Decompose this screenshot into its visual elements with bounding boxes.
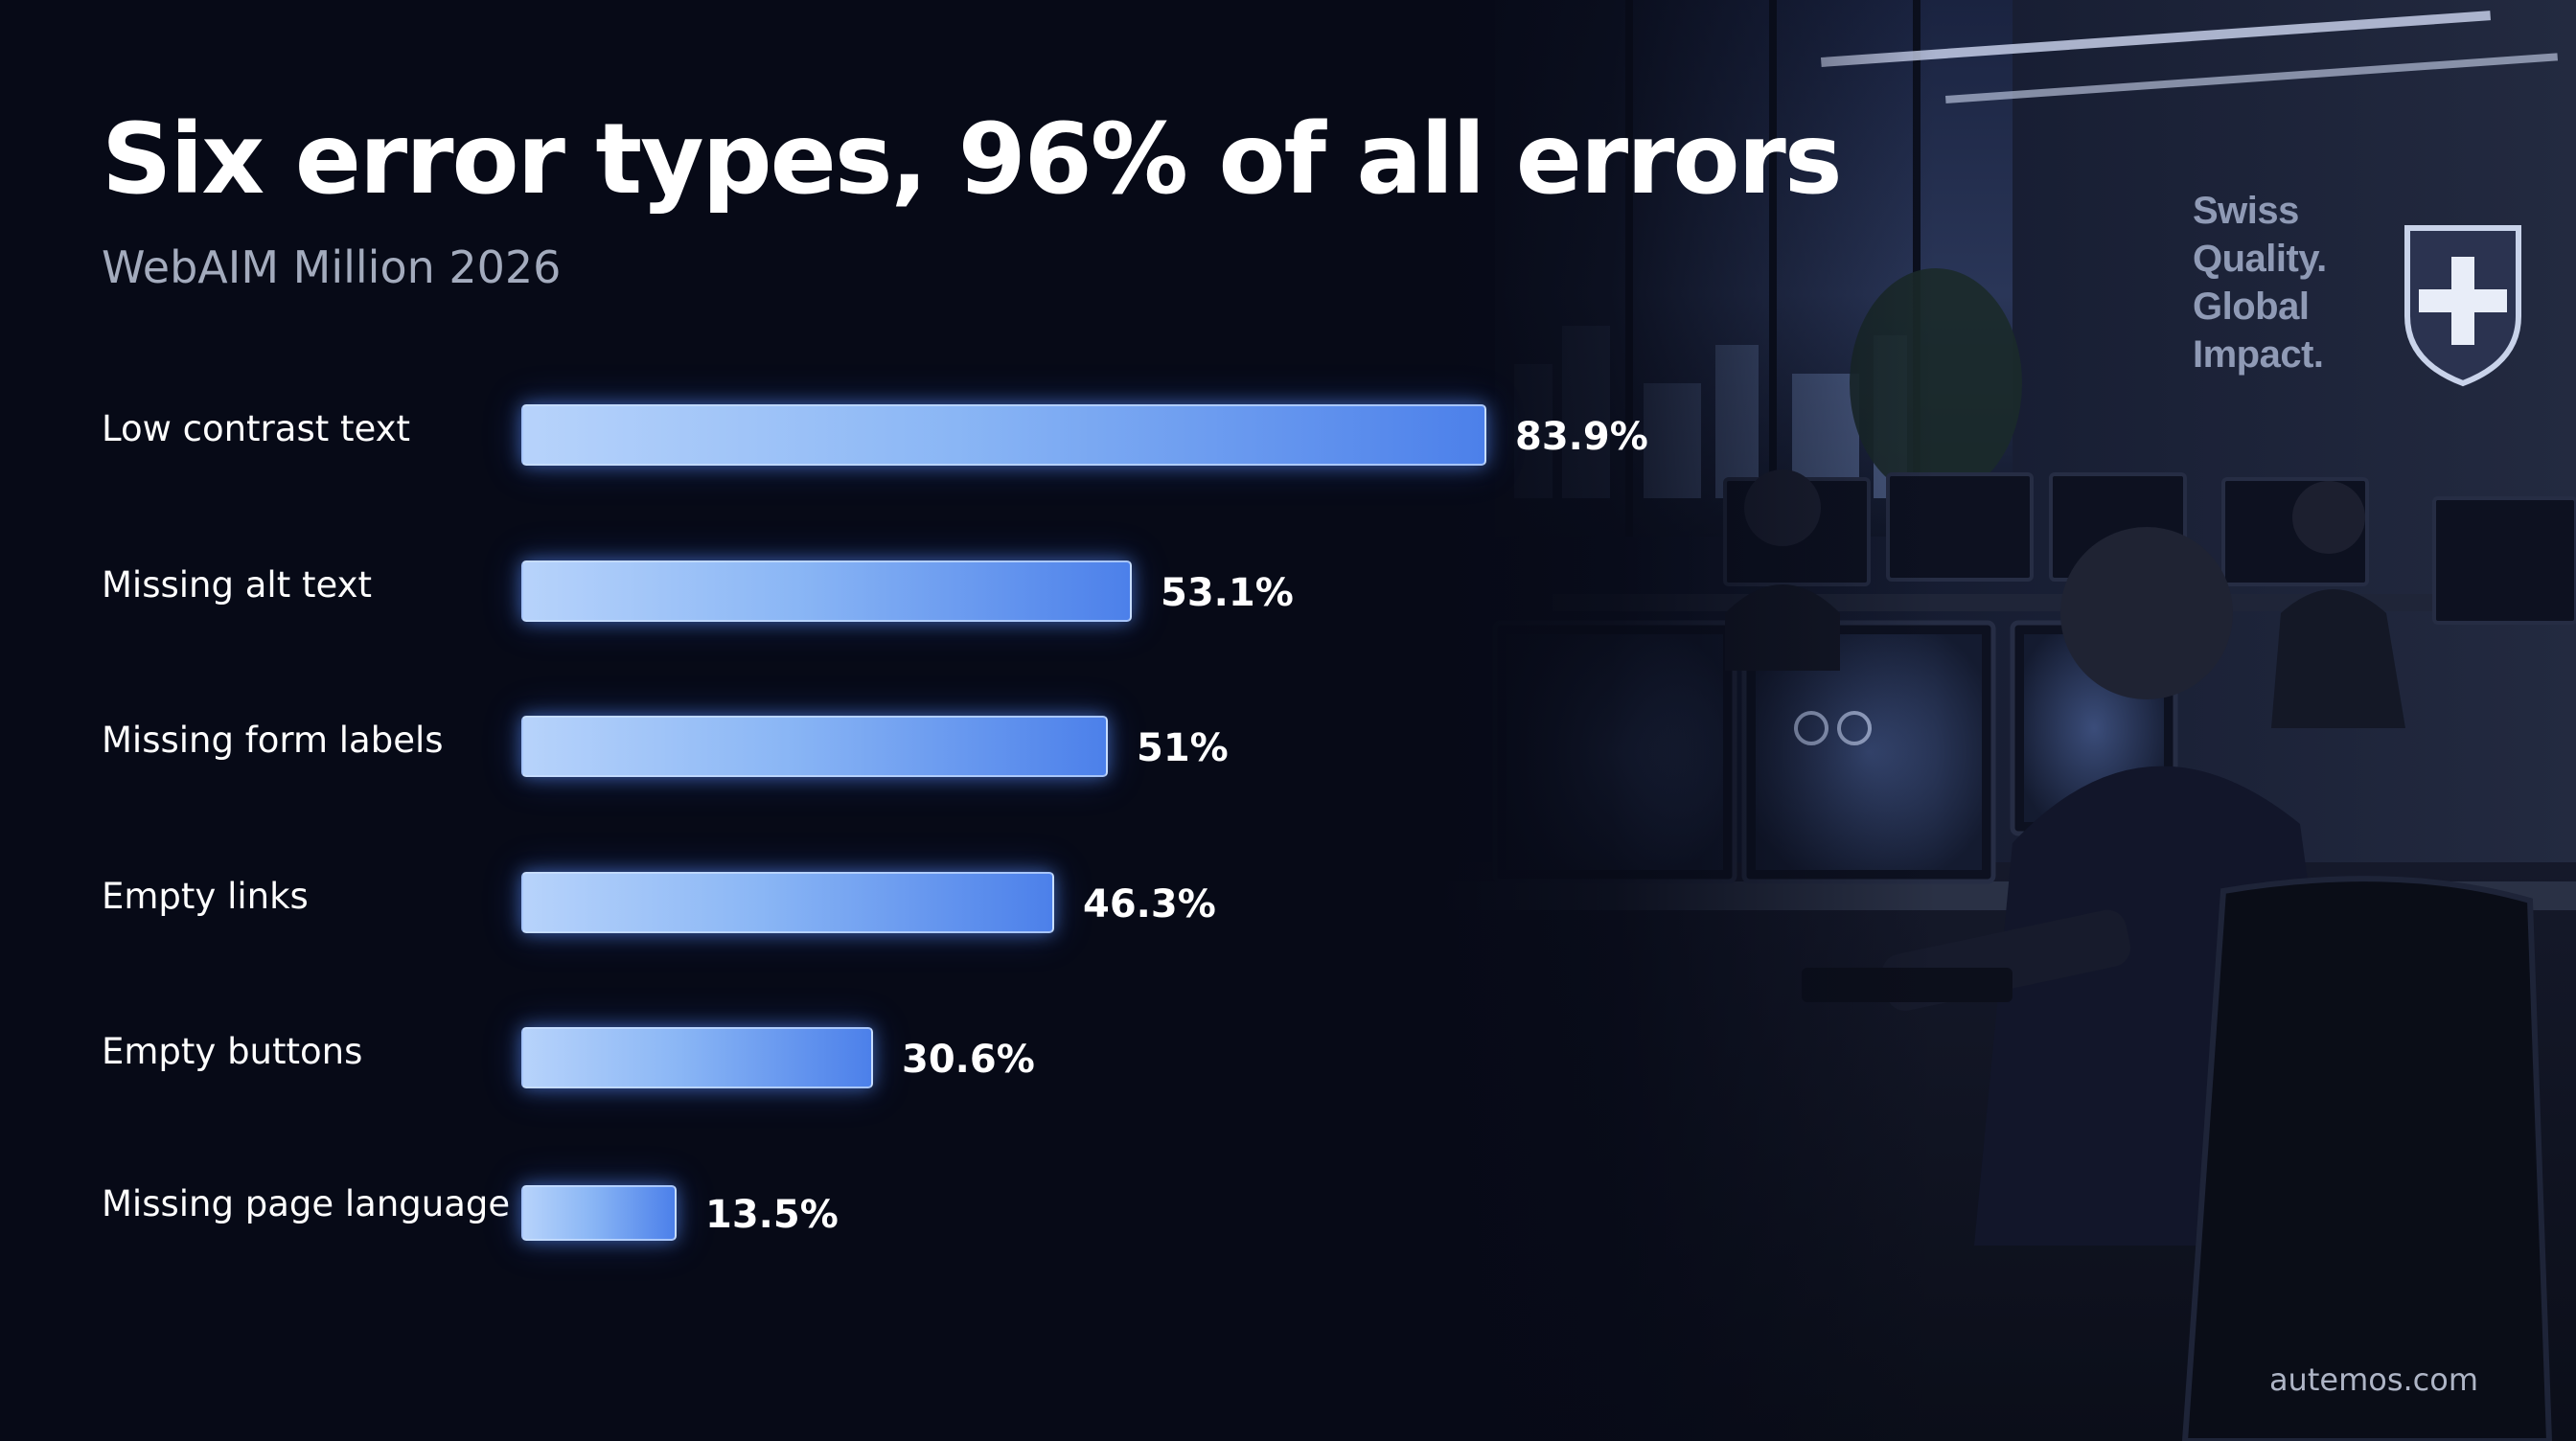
value-label: 13.5% [705,1192,839,1237]
category-label: Missing page language [102,1182,511,1224]
page-title: Six error types, 96% of all errors [102,103,1843,217]
wall-slogan-line: Quality. [2193,238,2327,280]
wall-slogan-line: Swiss [2193,190,2299,232]
category-label: Missing alt text [102,563,372,606]
category-label: Missing form labels [102,720,444,761]
wall-slogan-line: Impact. [2193,333,2324,376]
category-label: Low contrast text [102,408,411,449]
photo-fade-overlay [1438,0,1936,1441]
category-label: Empty buttons [102,1031,363,1072]
bar-chart: Low contrast text 83.9% Missing alt text 53… [102,404,1648,1241]
bar [521,871,1054,933]
bar [521,560,1132,622]
bar [521,716,1108,777]
wall-slogan: Swiss Quality. Global Impact. [2193,187,2404,378]
value-label: 83.9% [1515,415,1648,459]
bar [521,1027,873,1088]
value-label: 30.6% [902,1038,1035,1082]
footer-brand: autemos.com [2268,1361,2478,1398]
value-label: 53.1% [1161,570,1294,615]
value-label: 51% [1137,726,1229,770]
page-subtitle: WebAIM Million 2026 [102,241,562,293]
category-label: Empty links [102,875,309,917]
wall-slogan-line: Global [2193,286,2310,328]
value-label: 46.3% [1083,881,1216,926]
bar [521,1184,677,1241]
swiss-cross-shield-icon [2404,225,2521,387]
bar [521,404,1486,466]
